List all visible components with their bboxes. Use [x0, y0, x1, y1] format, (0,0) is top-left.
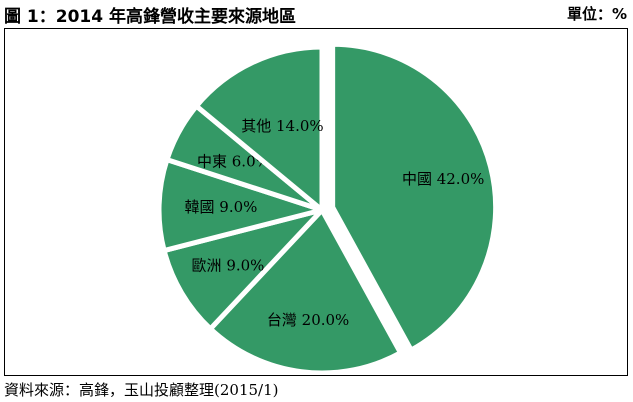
chart-frame: 中國 42.0% 台灣 20.0% 歐洲 9.0% 韓國 9.0% 中東 6.0% 其他 …: [4, 28, 628, 376]
slice-label-3: 韓國 9.0%: [185, 198, 258, 216]
pie-slice-0: [330, 41, 499, 354]
slice-label-4: 中東 6.0%: [197, 152, 270, 170]
pie-slice-5: [192, 44, 325, 216]
pie-chart: 中國 42.0% 台灣 20.0% 歐洲 9.0% 韓國 9.0% 中東 6.0% 其他 …: [156, 41, 499, 375]
pie-slice-1: [206, 205, 404, 375]
chart-title: 圖 1：2014 年高鋒營收主要來源地區: [4, 7, 296, 27]
unit-label: 單位：%: [566, 5, 627, 23]
source-note: 資料來源：高鋒，玉山投顧整理(2015/1): [4, 381, 279, 399]
slice-label-2: 歐洲 9.0%: [192, 257, 265, 275]
slice-label-0: 中國 42.0%: [402, 170, 484, 188]
slice-label-1: 台灣 20.0%: [267, 311, 349, 329]
slice-label-5: 其他 14.0%: [241, 117, 323, 135]
